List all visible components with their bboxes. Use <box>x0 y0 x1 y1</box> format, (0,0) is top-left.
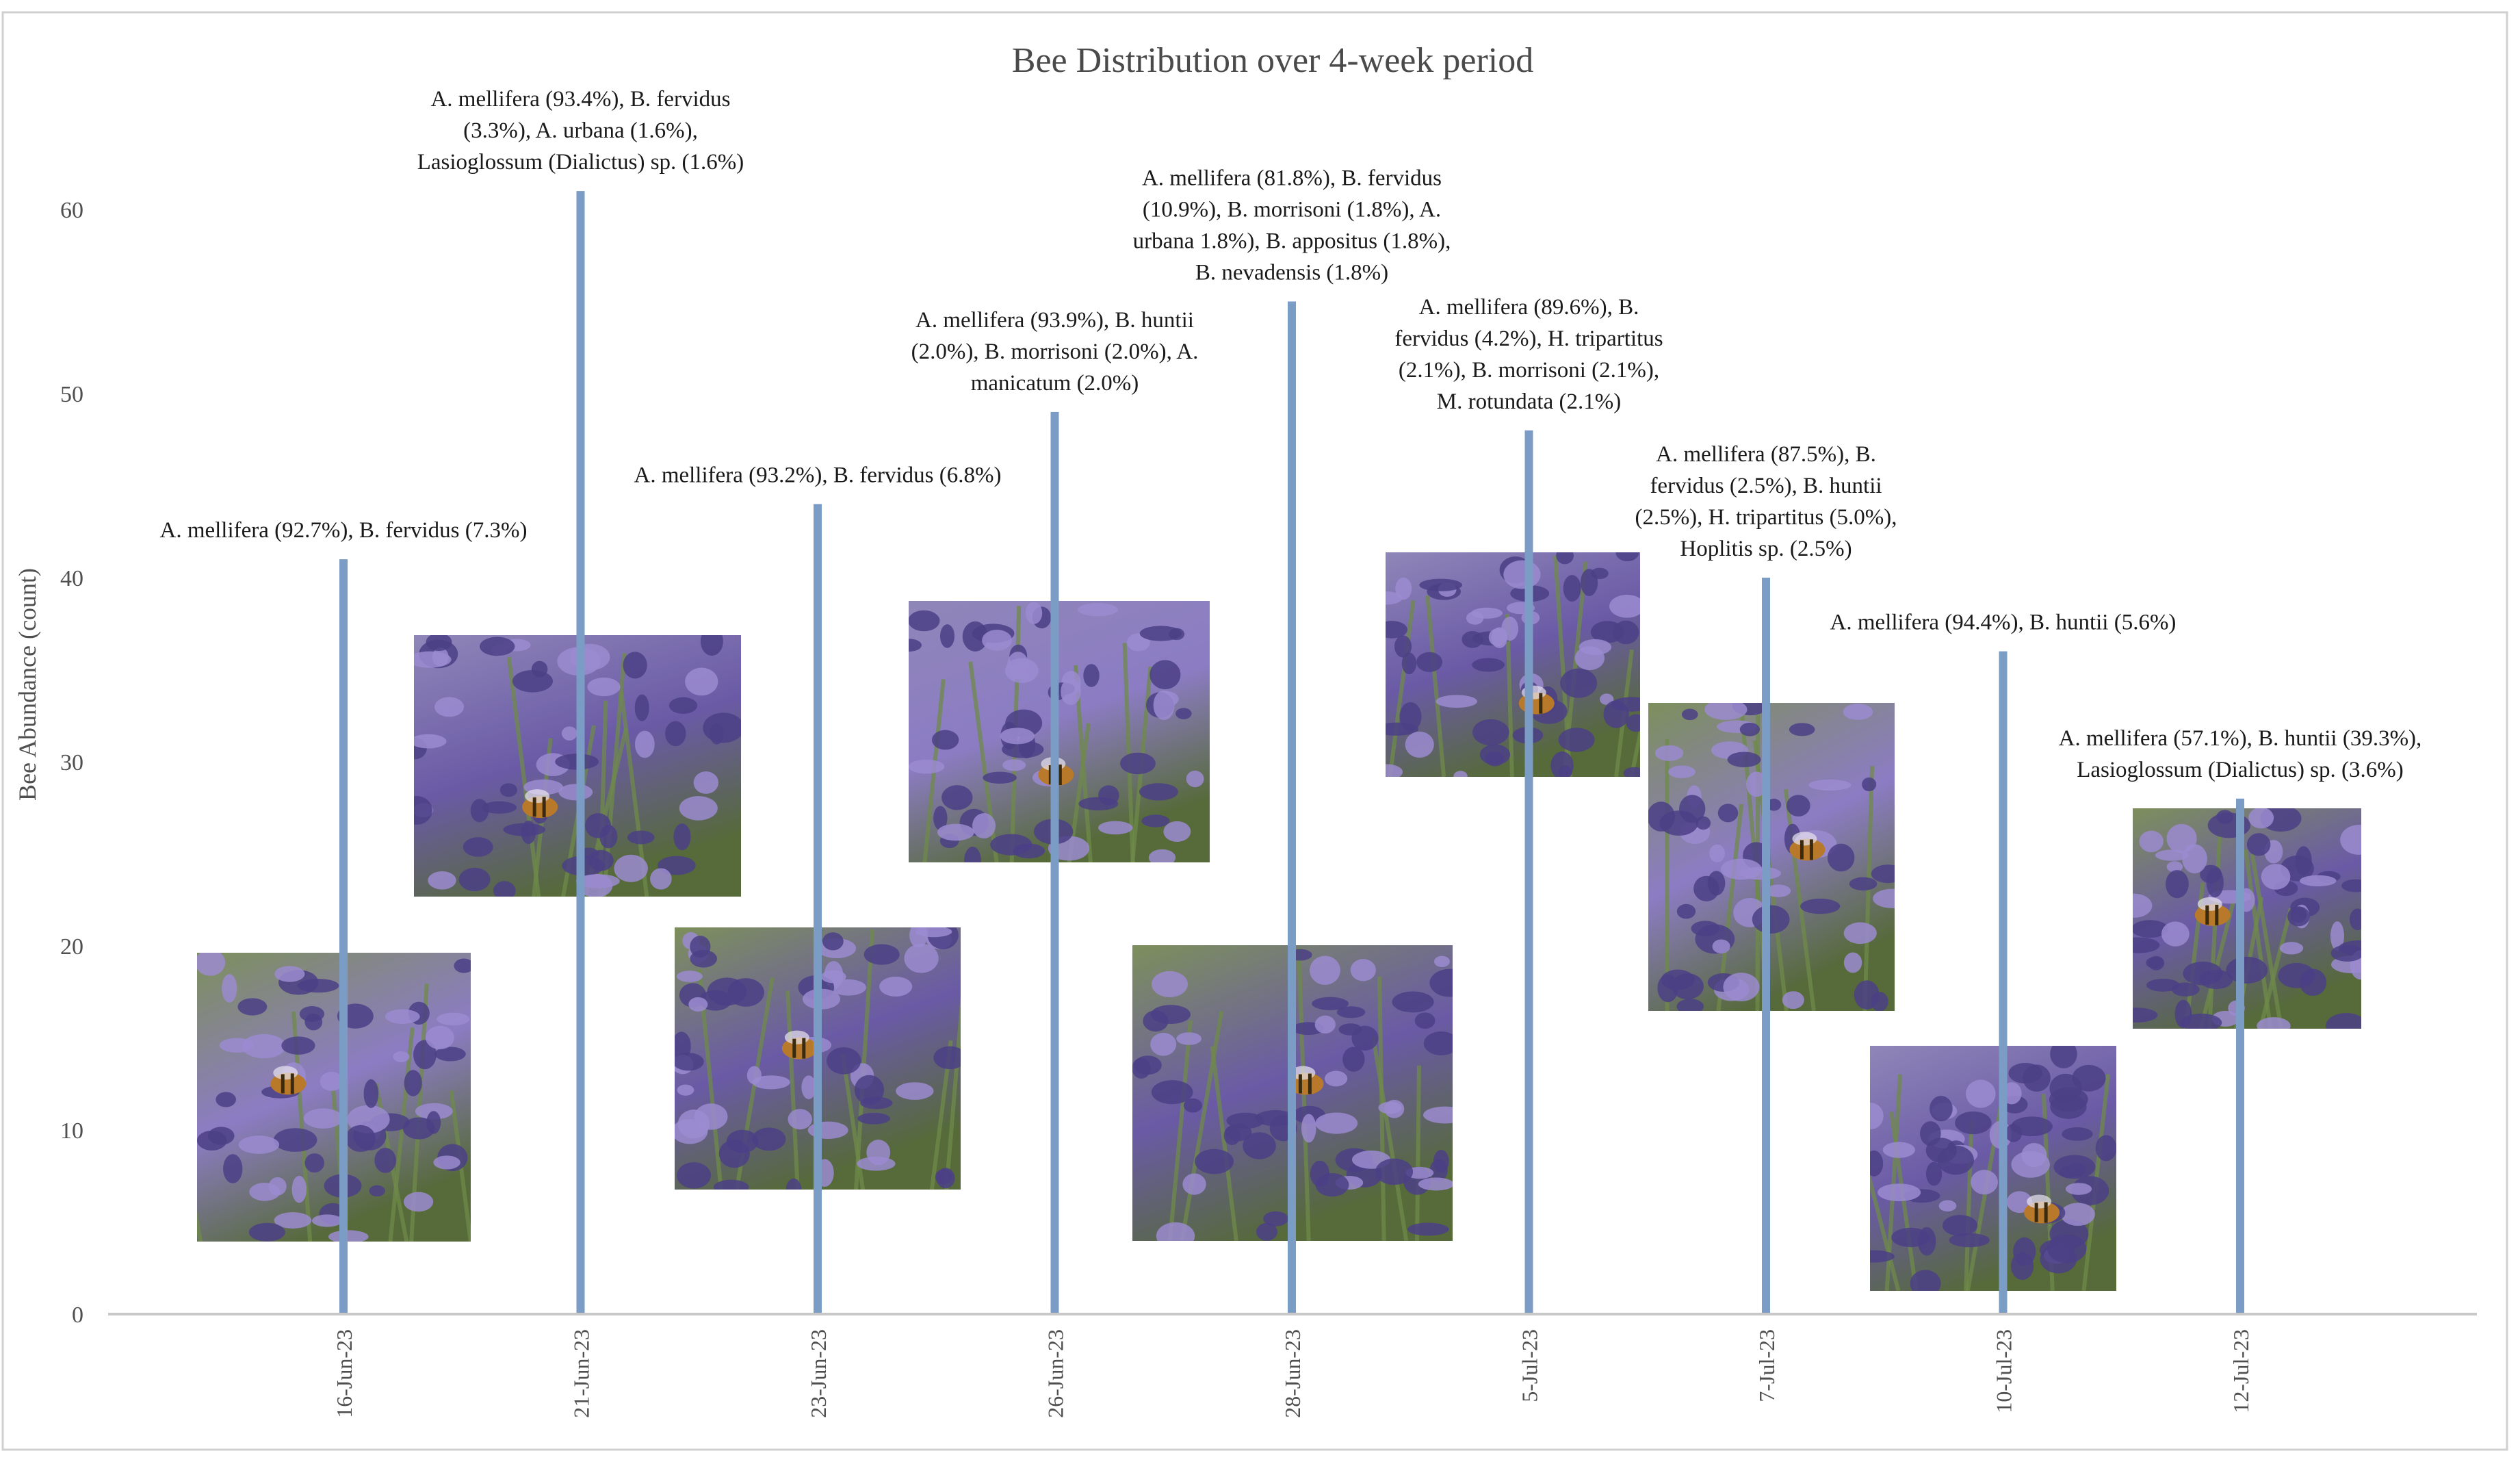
bar-annotation-line: A. mellifera (57.1%), B. huntii (39.3%), <box>2059 726 2422 751</box>
bar <box>1288 301 1296 1314</box>
bar-annotation-line: urbana 1.8%), B. appositus (1.8%), <box>1133 229 1451 254</box>
bar <box>814 504 822 1314</box>
lavender-bee-photo <box>2133 808 2361 1029</box>
bar-annotation-line: fervidus (4.2%), H. tripartitus <box>1394 326 1663 351</box>
lavender-bee-photo <box>414 635 741 897</box>
y-tick-label: 40 <box>60 566 83 591</box>
bar-annotation-line: A. mellifera (81.8%), B. fervidus <box>1142 166 1442 191</box>
bar-annotation-line: (10.9%), B. morrisoni (1.8%), A. <box>1143 198 1441 222</box>
bar <box>1524 430 1533 1314</box>
bar-annotation-line: A. mellifera (87.5%), B. <box>1656 442 1876 467</box>
bar-annotation-line: (3.3%), A. urbana (1.6%), <box>463 118 698 143</box>
bar <box>576 191 585 1315</box>
bar-annotation-line: B. nevadensis (1.8%) <box>1195 261 1388 285</box>
bar-annotation-line: Hoplitis sp. (2.5%) <box>1680 537 1852 561</box>
annotation-layer: A. mellifera (92.7%), B. fervidus (7.3%)… <box>159 87 2421 782</box>
lavender-bee-photo <box>675 927 961 1190</box>
bar-annotation-line: manicatum (2.0%) <box>971 371 1139 396</box>
x-tick-label: 10-Jul-23 <box>1992 1329 2016 1413</box>
bar <box>1762 578 1770 1314</box>
x-tick-label: 21-Jun-23 <box>569 1329 594 1418</box>
y-axis-label: Bee Abundance (count) <box>14 568 41 801</box>
x-tick-label: 5-Jul-23 <box>1518 1329 1542 1402</box>
y-tick-label: 20 <box>60 934 83 960</box>
bar-annotation-line: Lasioglossum (Dialictus) sp. (3.6%) <box>2077 758 2404 782</box>
bar-annotation-line: A. mellifera (93.2%), B. fervidus (6.8%) <box>634 463 1001 487</box>
chart-title: Bee Distribution over 4-week period <box>1012 41 1533 80</box>
bar-annotation-line: A. mellifera (92.7%), B. fervidus (7.3%) <box>159 518 527 543</box>
bar <box>1999 651 2008 1314</box>
lavender-bee-photo <box>909 601 1210 862</box>
x-tick-label: 26-Jun-23 <box>1043 1329 1068 1418</box>
lavender-bee-photo <box>1132 945 1453 1241</box>
bar-annotation-line: (2.0%), B. morrisoni (2.0%), A. <box>911 339 1199 364</box>
lavender-bee-photo <box>197 953 471 1242</box>
bar <box>339 559 348 1314</box>
bar-annotation-line: A. mellifera (93.4%), B. fervidus <box>430 87 730 112</box>
x-tick-label: 28-Jun-23 <box>1280 1329 1305 1418</box>
bar-layer <box>339 191 2244 1315</box>
x-tick-label: 7-Jul-23 <box>1754 1329 1779 1402</box>
lavender-bee-photo <box>1648 703 1895 1011</box>
y-tick-label: 30 <box>60 750 83 775</box>
bar-annotation-line: fervidus (2.5%), B. huntii <box>1650 474 1882 498</box>
y-tick-label: 10 <box>60 1118 83 1144</box>
bar-annotation-line: Lasioglossum (Dialictus) sp. (1.6%) <box>417 150 744 175</box>
lavender-bee-photo <box>1386 552 1640 777</box>
x-tick-label: 12-Jul-23 <box>2229 1329 2253 1413</box>
y-tick-label: 50 <box>60 382 83 407</box>
x-axis-tick-labels: 16-Jun-23 21-Jun-23 23-Jun-23 26-Jun-23 28-J… <box>332 1329 2253 1418</box>
bar-annotation-line: M. rotundata (2.1%) <box>1437 389 1621 414</box>
bar-annotation-line: (2.1%), B. morrisoni (2.1%), <box>1399 358 1659 383</box>
y-tick-label: 60 <box>60 198 83 223</box>
bar <box>2236 798 2244 1314</box>
bar-annotation-line: A. mellifera (89.6%), B. <box>1419 295 1639 320</box>
bar <box>1050 411 1059 1314</box>
y-tick-label: 0 <box>72 1302 83 1328</box>
bar-annotation-line: (2.5%), H. tripartitus (5.0%), <box>1635 505 1897 530</box>
lavender-bee-photo <box>1870 1046 2116 1291</box>
y-axis-ticks: 0 10 20 30 40 50 60 <box>60 198 83 1328</box>
x-tick-label: 23-Jun-23 <box>806 1329 831 1418</box>
bar-annotation-line: A. mellifera (93.9%), B. huntii <box>915 308 1194 333</box>
bar-annotation-line: A. mellifera (94.4%), B. huntii (5.6%) <box>1830 611 2177 635</box>
x-tick-label: 16-Jun-23 <box>332 1329 356 1418</box>
